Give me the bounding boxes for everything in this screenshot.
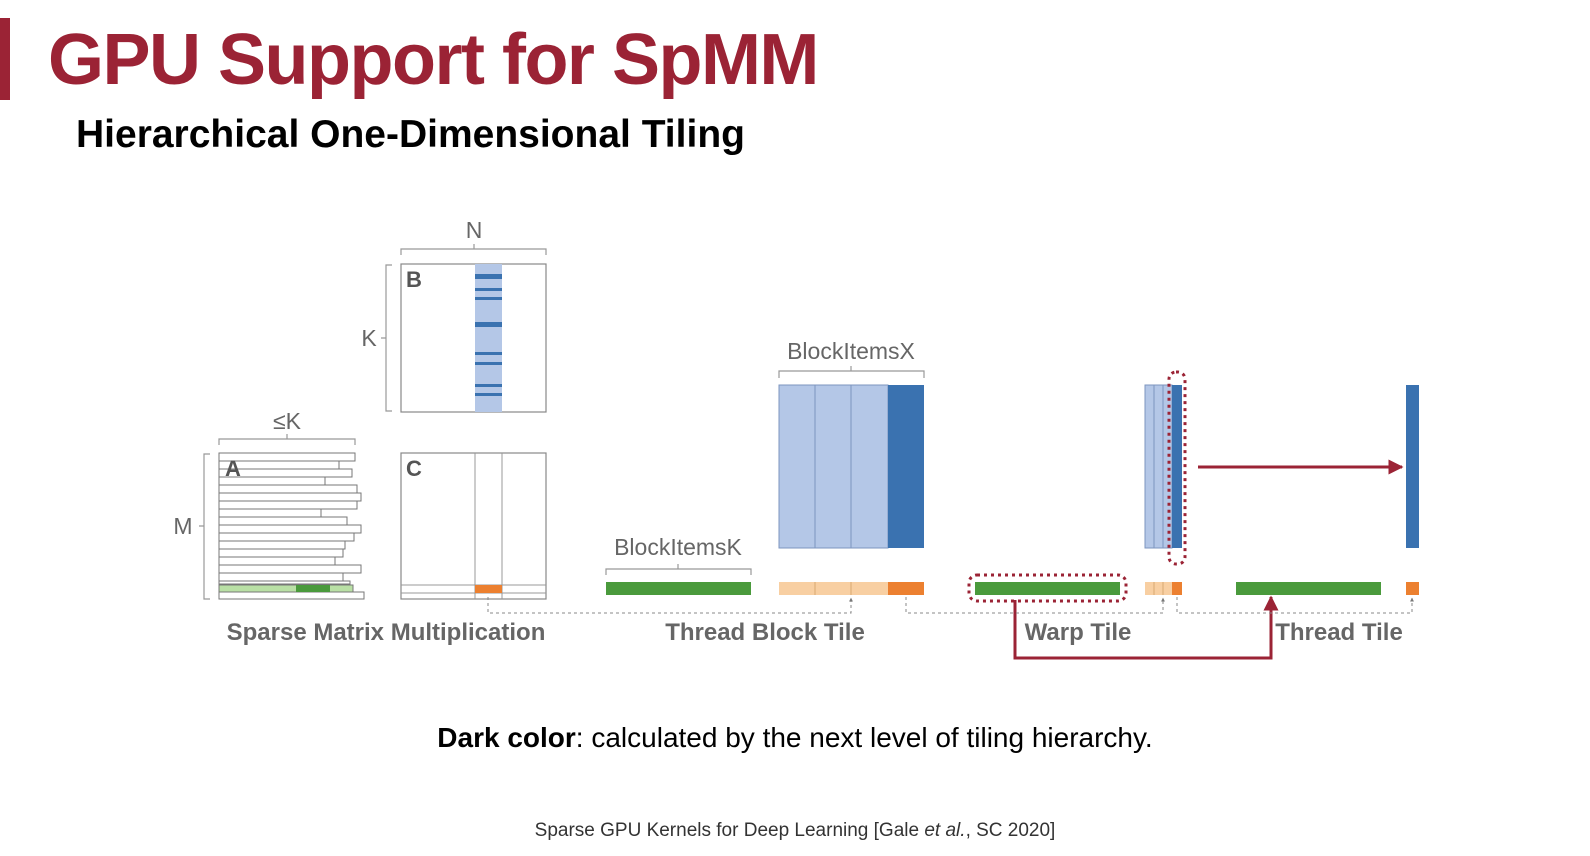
thread-block-tile: BlockItemsX BlockItemsK xyxy=(605,338,925,595)
a-sparse-rows xyxy=(218,452,365,600)
warp-to-thread-a-arrow xyxy=(1013,595,1279,660)
m-label: M xyxy=(173,513,192,539)
matrix-c-letter: C xyxy=(406,456,422,481)
matrix-b: N K B xyxy=(361,217,547,413)
citation-after: , SC 2020] xyxy=(965,820,1056,841)
block-items-x-label: BlockItemsX xyxy=(787,338,915,364)
connector-lines xyxy=(487,597,1414,614)
caption-warp-tile: Warp Tile xyxy=(1025,619,1132,646)
thread-tile-a-strip xyxy=(1236,582,1381,595)
citation-before: Sparse GPU Kernels for Deep Learning [Ga… xyxy=(534,820,925,841)
note-bold: Dark color xyxy=(437,722,576,753)
block-tile-dark xyxy=(888,385,924,548)
thread-tile-output xyxy=(1406,582,1419,595)
warp-tile-light xyxy=(1144,384,1173,549)
thread-tile xyxy=(1236,385,1419,595)
matrix-c: C xyxy=(400,452,547,600)
matrix-c-box xyxy=(400,452,547,600)
block-items-k-bracket xyxy=(605,564,752,575)
matrix-b-box xyxy=(400,263,547,413)
block-items-k-label: BlockItemsK xyxy=(614,534,742,560)
warp-a-selection xyxy=(967,573,1128,603)
warp-tile-output-light xyxy=(1145,582,1172,595)
slide-subtitle: Hierarchical One-Dimensional Tiling xyxy=(76,113,745,156)
caption-spmm: Sparse Matrix Multiplication xyxy=(227,619,546,646)
m-bracket xyxy=(199,453,210,600)
le-k-bracket xyxy=(218,434,356,445)
k-bracket xyxy=(381,264,392,412)
slide-title: GPU Support for SpMM xyxy=(48,20,819,100)
caption-thread-block-tile: Thread Block Tile xyxy=(665,619,865,646)
n-bracket xyxy=(400,244,547,255)
warp-b-selection xyxy=(1167,370,1187,566)
n-label: N xyxy=(466,217,483,243)
dark-color-note: Dark color: calculated by the next level… xyxy=(0,722,1590,754)
citation: Sparse GPU Kernels for Deep Learning [Ga… xyxy=(0,820,1590,842)
block-tile-output-dark xyxy=(888,582,924,595)
warp-tile-a-strip xyxy=(975,582,1120,595)
thread-tile-b xyxy=(1406,385,1419,548)
c-output-cell xyxy=(475,585,502,593)
matrix-b-letter: B xyxy=(406,267,422,292)
matrix-a: ≤K M A xyxy=(173,408,365,600)
warp-tile-dark xyxy=(1172,385,1182,548)
block-items-x-bracket xyxy=(778,366,925,378)
warp-tile-output-dark xyxy=(1172,582,1182,595)
a-highlight-row xyxy=(218,584,354,593)
note-text: : calculated by the next level of tiling… xyxy=(575,722,1153,753)
caption-thread-tile: Thread Tile xyxy=(1275,619,1403,646)
le-k-label: ≤K xyxy=(273,408,302,434)
b-nonzero-rows xyxy=(475,274,502,396)
citation-italic: et al. xyxy=(924,820,966,841)
b-column-strip xyxy=(475,264,502,412)
block-tile-a-strip xyxy=(606,582,751,595)
warp-tile xyxy=(967,370,1187,603)
matrix-a-letter: A xyxy=(225,456,241,481)
k-label: K xyxy=(361,325,377,351)
title-accent-bar xyxy=(0,18,10,100)
block-tile-output-light xyxy=(779,582,888,595)
a-dark-segment xyxy=(296,585,330,592)
block-tile-light xyxy=(778,384,889,549)
